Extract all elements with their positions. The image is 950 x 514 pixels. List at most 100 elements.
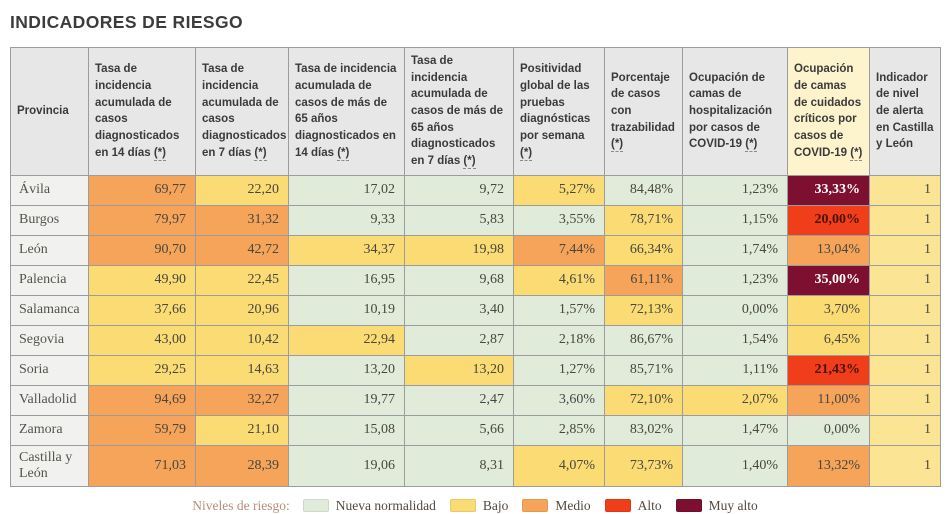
value-cell-ia-7-dias: 22,45 <box>195 264 289 296</box>
table-row: Soria 29,25 14,63 13,20 13,20 1,27% 85,71% 1,11… <box>10 354 941 386</box>
value-cell-ia-7-dias: 21,10 <box>195 414 289 446</box>
column-header-label: Ocupación de camas de hospitalización po… <box>689 71 773 151</box>
table-row: Zamora 59,79 21,10 15,08 5,66 2,85% 83,02% 1,47… <box>10 414 941 446</box>
value-cell-ia-14-dias: 71,03 <box>88 444 196 487</box>
legend-label: Muy alto <box>708 497 758 513</box>
value-cell-ia-14-dias: 37,66 <box>88 294 196 326</box>
column-header-nivel-alerta: Indicador de nivel de alerta en Castilla… <box>869 47 941 176</box>
legend-item-alto: Alto <box>604 498 662 514</box>
legend-swatch-alto <box>604 499 631 513</box>
column-header-label: Indicador de nivel de alerta en Castilla… <box>876 71 934 151</box>
footnote-marker[interactable]: (*) <box>850 146 863 161</box>
legend-item-nueva: Nueva normalidad <box>302 498 436 514</box>
value-cell-ia-7-dias: 32,27 <box>195 384 289 416</box>
column-header-label: Tasa de incidencia acumulada de casos de… <box>411 55 504 168</box>
value-cell-trazabilidad: 84,48% <box>604 174 683 206</box>
legend-items: Nueva normalidad Bajo Medio Alto Muy alto <box>302 497 758 514</box>
column-header-label: Provincia <box>17 105 69 118</box>
value-cell-ia-65-14-dias: 17,02 <box>288 174 405 206</box>
province-cell: Soria <box>10 354 89 386</box>
value-cell-camas-hospitalizacion: 0,00% <box>682 294 788 326</box>
footnote-marker[interactable]: (*) <box>745 138 758 153</box>
table-row: Burgos 79,97 31,32 9,33 5,83 3,55% 78,71% 1,15%… <box>10 204 941 236</box>
value-cell-camas-hospitalizacion: 1,47% <box>682 414 788 446</box>
value-cell-camas-hospitalizacion: 1,23% <box>682 264 788 296</box>
page-title: INDICADORES DE RIESGO <box>10 12 244 32</box>
value-cell-ia-65-14-dias: 9,33 <box>288 204 405 236</box>
table-body: Ávila 69,77 22,20 17,02 9,72 5,27% 84,48% 1,23%… <box>10 174 941 487</box>
legend-label: Medio <box>555 497 591 513</box>
table-header: Provincia Tasa de incidencia acumulada de… <box>10 47 941 176</box>
value-cell-camas-criticos: 3,70% <box>787 294 870 326</box>
value-cell-ia-65-14-dias: 34,37 <box>288 234 405 266</box>
value-cell-camas-criticos: 6,45% <box>787 324 870 356</box>
value-cell-camas-hospitalizacion: 1,54% <box>682 324 788 356</box>
value-cell-trazabilidad: 85,71% <box>604 354 683 386</box>
value-cell-camas-criticos: 11,00% <box>787 384 870 416</box>
column-header-label: Tasa de incidencia acumulada de casos di… <box>202 63 287 159</box>
value-cell-camas-hospitalizacion: 1,11% <box>682 354 788 386</box>
column-header-trazabilidad: Porcentaje de casos con trazabilidad (*) <box>604 47 683 176</box>
legend-label: Bajo <box>482 497 509 513</box>
legend-swatch-bajo <box>449 499 476 513</box>
value-cell-positividad: 4,07% <box>513 444 605 487</box>
column-header-label: Tasa de incidencia acumulada de casos di… <box>95 63 180 159</box>
risk-indicators-table: Provincia Tasa de incidencia acumulada de… <box>10 47 941 487</box>
value-cell-camas-criticos: 20,00% <box>787 204 870 236</box>
value-cell-ia-65-14-dias: 15,08 <box>288 414 405 446</box>
footnote-marker[interactable]: (*) <box>337 146 350 161</box>
value-cell-ia-65-7-dias: 5,66 <box>404 414 514 446</box>
footnote-marker[interactable]: (*) <box>254 146 267 161</box>
value-cell-trazabilidad: 72,13% <box>604 294 683 326</box>
column-header-label: Tasa de incidencia acumulada de casos de… <box>295 63 397 159</box>
value-cell-nivel-alerta: 1 <box>869 324 941 356</box>
value-cell-nivel-alerta: 1 <box>869 204 941 236</box>
province-cell: Burgos <box>10 204 89 236</box>
value-cell-ia-7-dias: 31,32 <box>195 204 289 236</box>
column-header-camas-criticos: Ocupación de camas de cuidados críticos … <box>787 47 870 176</box>
value-cell-nivel-alerta: 1 <box>869 384 941 416</box>
value-cell-nivel-alerta: 1 <box>869 234 941 266</box>
column-header-provincia: Provincia <box>10 47 89 176</box>
province-cell: Valladolid <box>10 384 89 416</box>
table-row: Palencia 49,90 22,45 16,95 9,68 4,61% 61,11% 1,… <box>10 264 941 296</box>
province-cell: Segovia <box>10 324 89 356</box>
value-cell-ia-65-7-dias: 9,72 <box>404 174 514 206</box>
column-header-label: Positividad global de las pruebas diagnó… <box>520 63 591 143</box>
value-cell-trazabilidad: 78,71% <box>604 204 683 236</box>
value-cell-camas-hospitalizacion: 1,15% <box>682 204 788 236</box>
value-cell-ia-65-7-dias: 2,87 <box>404 324 514 356</box>
footnote-marker[interactable]: (*) <box>520 146 533 161</box>
province-cell: Ávila <box>10 174 89 206</box>
value-cell-camas-hospitalizacion: 2,07% <box>682 384 788 416</box>
column-header-camas-hospitalizacion: Ocupación de camas de hospitalización po… <box>682 47 788 176</box>
legend-swatch-medio <box>522 499 549 513</box>
footnote-marker[interactable]: (*) <box>153 146 166 161</box>
value-cell-camas-hospitalizacion: 1,74% <box>682 234 788 266</box>
value-cell-positividad: 1,57% <box>513 294 605 326</box>
footnote-marker[interactable]: (*) <box>611 138 624 153</box>
value-cell-nivel-alerta: 1 <box>869 444 941 487</box>
value-cell-nivel-alerta: 1 <box>869 264 941 296</box>
value-cell-positividad: 1,27% <box>513 354 605 386</box>
value-cell-ia-7-dias: 28,39 <box>195 444 289 487</box>
value-cell-camas-criticos: 33,33% <box>787 174 870 206</box>
value-cell-ia-65-14-dias: 22,94 <box>288 324 405 356</box>
table-row: Castilla y León 71,03 28,39 19,06 8,31 4,07% 7… <box>10 444 941 487</box>
value-cell-ia-65-7-dias: 5,83 <box>404 204 514 236</box>
legend-item-bajo: Bajo <box>449 497 509 514</box>
value-cell-ia-7-dias: 10,42 <box>195 324 289 356</box>
column-header-positividad: Positividad global de las pruebas diagnó… <box>513 47 605 176</box>
value-cell-nivel-alerta: 1 <box>869 354 941 386</box>
value-cell-positividad: 2,85% <box>513 414 605 446</box>
legend-swatch-muy_alto <box>675 499 702 513</box>
footnote-marker[interactable]: (*) <box>463 155 476 170</box>
value-cell-ia-65-7-dias: 13,20 <box>404 354 514 386</box>
value-cell-ia-14-dias: 69,77 <box>88 174 196 206</box>
value-cell-trazabilidad: 66,34% <box>604 234 683 266</box>
value-cell-ia-14-dias: 79,97 <box>88 204 196 236</box>
legend-swatch-nueva <box>302 499 329 513</box>
table-row: Salamanca 37,66 20,96 10,19 3,40 1,57% 72,13% 0… <box>10 294 941 326</box>
value-cell-ia-65-14-dias: 19,06 <box>288 444 405 487</box>
